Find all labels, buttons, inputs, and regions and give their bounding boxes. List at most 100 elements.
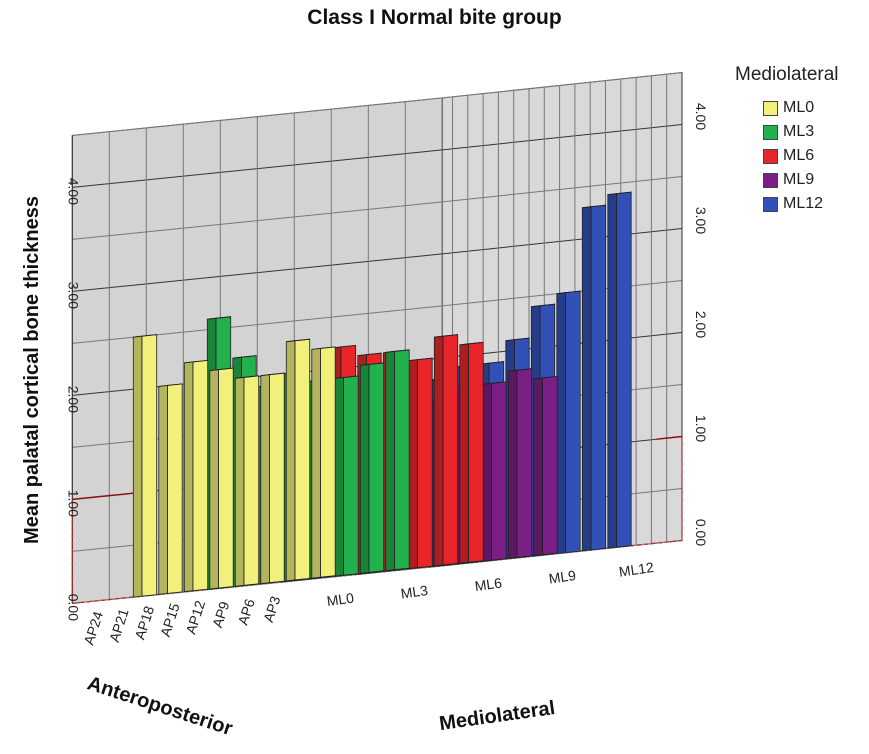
bar-front-face (243, 375, 260, 586)
z-tick-label: AP9 (209, 599, 232, 629)
x-tick-label: ML12 (618, 559, 655, 580)
bar-side-face (285, 340, 296, 582)
bar-ml6 (408, 357, 433, 570)
bar-ml0 (260, 372, 285, 585)
y-tick-label: 0.00 (65, 594, 81, 621)
y-tick-label: 4.00 (65, 178, 81, 205)
x-tick-label: ML6 (474, 574, 503, 594)
bar-ml9 (533, 375, 558, 557)
bar-top-face (357, 352, 382, 356)
y-tick-label: 2.00 (693, 311, 709, 338)
chart-title: Class I Normal bite group (307, 6, 562, 29)
bar-front-face (516, 368, 533, 558)
bar-top-face (207, 316, 231, 320)
bar-side-face (183, 361, 194, 593)
x-tick-label: ML0 (326, 589, 355, 609)
bar-side-face (385, 350, 395, 572)
bar-top-face (385, 349, 410, 353)
legend-item: ML6 (735, 144, 839, 168)
bar-ml3 (359, 362, 385, 574)
bar-side-face (581, 206, 592, 552)
reference-line-wall (72, 491, 139, 501)
bar-top-face (505, 337, 530, 341)
z-tick-label: AP21 (106, 606, 132, 644)
legend-item: ML12 (735, 192, 839, 216)
bar-side-face (311, 347, 321, 579)
x-axis-title: Mediolateral (438, 697, 557, 735)
bar-top-face (434, 334, 458, 338)
bar-ml0 (183, 359, 209, 593)
bar-front-face (467, 341, 484, 563)
bar-ml9 (507, 368, 533, 559)
bar-top-face (235, 375, 259, 379)
bar-front-face (141, 334, 158, 597)
bar-top-face (508, 368, 532, 372)
bar-side-face (459, 343, 469, 564)
bar-front-face (616, 191, 632, 548)
z-tick-label: AP15 (157, 601, 183, 639)
bar-side-face (433, 335, 444, 567)
bar-front-face (442, 334, 459, 566)
bar-front-face (490, 381, 507, 561)
bar-front-face (342, 375, 359, 576)
bar-front-face (294, 338, 311, 581)
bar-ml3 (334, 375, 359, 577)
legend-swatch (763, 148, 778, 164)
legend-swatch (763, 100, 778, 116)
bar-top-face (482, 381, 507, 385)
bar-side-face (408, 359, 418, 570)
z-tick-label: AP3 (260, 594, 283, 624)
bar-top-face (459, 341, 484, 346)
bar-ml3 (385, 349, 410, 572)
legend-label: ML6 (783, 147, 815, 164)
bar-ml0 (285, 338, 311, 582)
bar-top-face (184, 360, 208, 364)
gridline (442, 124, 683, 151)
gridline (442, 72, 683, 99)
bar-side-face (482, 382, 492, 562)
bar-ml0 (311, 346, 336, 579)
z-tick-label: AP24 (80, 609, 106, 647)
legend-label: ML3 (783, 123, 815, 140)
bar-top-face (360, 362, 384, 366)
z-tick-label: AP18 (131, 604, 157, 642)
bar-top-face (607, 191, 632, 195)
bar-top-face (582, 204, 606, 209)
bar-side-face (533, 377, 543, 557)
bar-top-face (531, 303, 555, 308)
bars (132, 191, 632, 598)
bar-top-face (311, 346, 336, 350)
bar-side-face (556, 292, 566, 555)
bar-front-face (217, 367, 234, 589)
bar-ml6 (433, 334, 459, 567)
bar-ml12 (556, 290, 581, 555)
bar-side-face (132, 335, 143, 598)
axis-ticks: 0.00 0.00 1.00 1.00 2.00 2.00 3.00 3.00 4.00 4.00… (65, 103, 709, 647)
bar-ml0 (209, 367, 234, 590)
legend-label: ML12 (783, 195, 824, 212)
bar-front-face (368, 362, 385, 573)
bar-side-face (334, 377, 344, 577)
legend-item: ML9 (735, 168, 839, 192)
reference-line-wall (656, 435, 683, 440)
legend-item: ML0 (735, 96, 839, 120)
x-tick-label: ML9 (548, 567, 577, 587)
legend-swatch (763, 172, 778, 188)
legend: Mediolateral ML0 ML3 ML6 ML9 ML12 (735, 64, 839, 216)
bar-side-face (607, 193, 617, 549)
bar-ml9 (482, 381, 507, 562)
bar-top-face (158, 383, 183, 387)
y-tick-label: 4.00 (693, 103, 709, 130)
bar-ml12 (581, 204, 607, 552)
bar-front-face (319, 346, 336, 578)
z-tick-label: AP12 (182, 598, 208, 636)
bar-ml0 (234, 375, 260, 587)
legend-swatch (763, 124, 778, 140)
bar-top-face (260, 372, 285, 376)
bar-ml12 (607, 191, 632, 549)
bar-top-face (232, 355, 257, 359)
y-tick-label: 0.00 (693, 519, 709, 546)
legend-label: ML0 (783, 99, 815, 116)
legend-item: ML3 (735, 120, 839, 144)
bar-ml6 (459, 341, 484, 564)
